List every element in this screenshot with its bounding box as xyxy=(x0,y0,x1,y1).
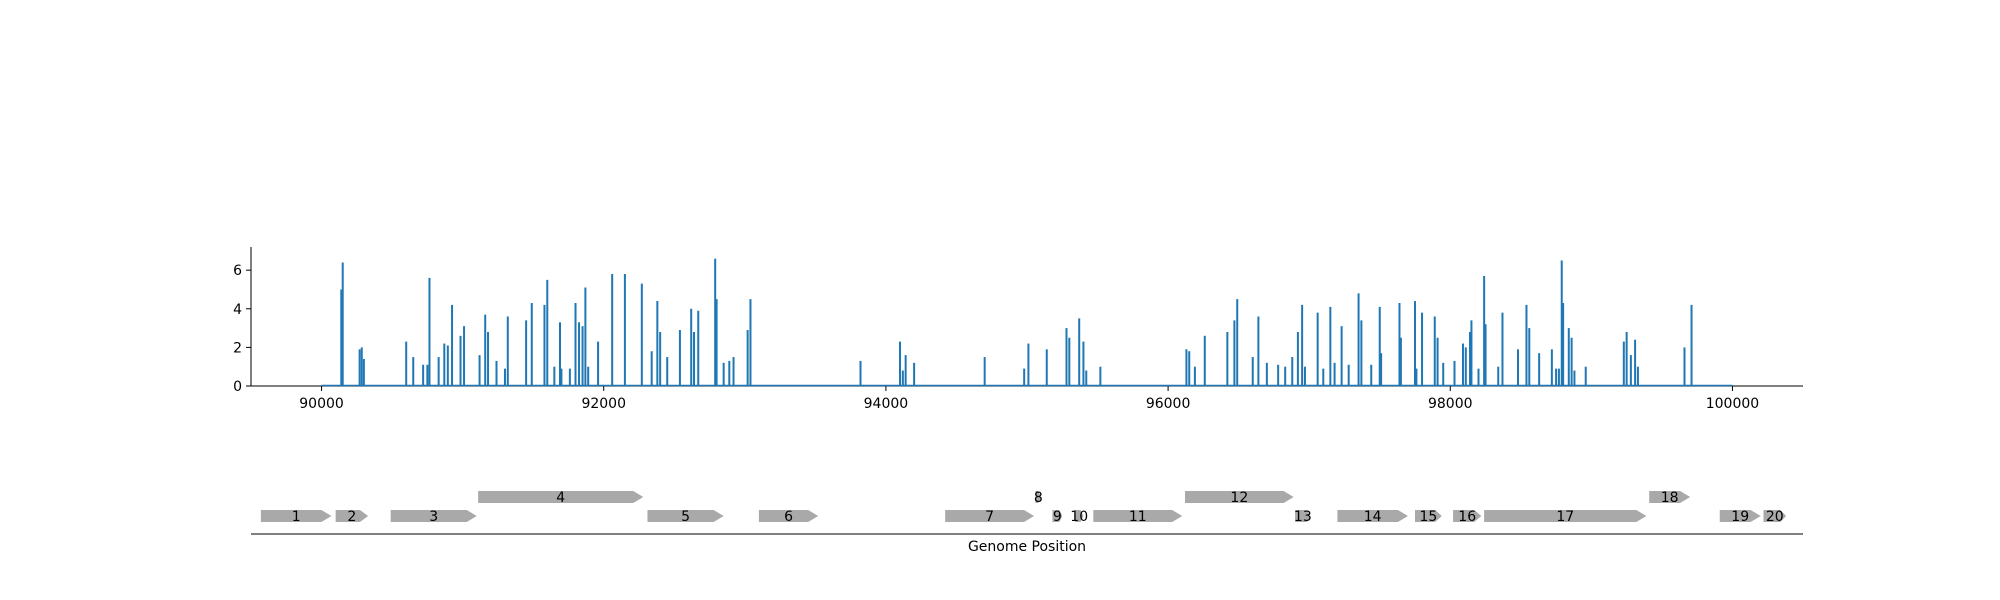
gene-label-20: 20 xyxy=(1766,509,1784,525)
y-tick-label: 0 xyxy=(233,379,242,395)
gene-label-3: 3 xyxy=(429,509,438,525)
gene-arrow-8 xyxy=(1035,491,1042,503)
y-axis-ticks: 0 2 4 6 xyxy=(233,263,251,395)
gene-label-4: 4 xyxy=(556,490,565,506)
x-tick-label: 92000 xyxy=(581,396,626,412)
coverage-plot: 0 2 4 6 90000 92000 94000 96000 98000 100000 xyxy=(233,247,1803,412)
gene-arrow-1 xyxy=(260,510,332,522)
gene-arrow-5 xyxy=(647,510,724,522)
gene-arrow-17 xyxy=(1484,510,1647,522)
gene-axis-title: Genome Position xyxy=(968,539,1086,555)
gene-arrow-15 xyxy=(1415,510,1442,522)
gene-arrow-18 xyxy=(1649,491,1691,503)
gene-label-14: 14 xyxy=(1364,509,1382,525)
gene-arrow-2 xyxy=(335,510,369,522)
gene-arrow-19 xyxy=(1719,510,1761,522)
gene-arrow-7 xyxy=(945,510,1035,522)
x-tick-label: 96000 xyxy=(1146,396,1191,412)
x-tick-label: 98000 xyxy=(1428,396,1473,412)
gene-arrow-9 xyxy=(1052,510,1063,522)
gene-arrow-6 xyxy=(758,510,819,522)
gene-label-2: 2 xyxy=(347,509,356,525)
gene-arrow-16 xyxy=(1453,510,1482,522)
gene-arrow-14 xyxy=(1337,510,1408,522)
y-tick-label: 2 xyxy=(233,340,242,356)
gene-label-11: 11 xyxy=(1129,509,1147,525)
gene-label-16: 16 xyxy=(1458,509,1476,525)
gene-label-12: 12 xyxy=(1230,490,1248,506)
gene-arrow-4 xyxy=(478,491,644,503)
gene-label-10: 10 xyxy=(1070,509,1088,525)
y-tick-label: 6 xyxy=(233,263,242,279)
x-tick-label: 100000 xyxy=(1706,396,1759,412)
y-tick-label: 4 xyxy=(233,302,242,318)
gene-arrow-3 xyxy=(390,510,477,522)
x-tick-label: 94000 xyxy=(864,396,909,412)
x-axis-ticks: 90000 92000 94000 96000 98000 100000 xyxy=(299,386,1759,412)
x-tick-label: 90000 xyxy=(299,396,344,412)
gene-arrow-11 xyxy=(1093,510,1183,522)
gene-label-1: 1 xyxy=(292,509,301,525)
gene-arrow-20 xyxy=(1763,510,1787,522)
gene-label-5: 5 xyxy=(681,509,690,525)
gene-label-8: 8 xyxy=(1034,490,1043,506)
gene-arrow-12 xyxy=(1185,491,1294,503)
gene-label-9: 9 xyxy=(1053,509,1062,525)
gene-label-15: 15 xyxy=(1419,509,1437,525)
gene-label-19: 19 xyxy=(1731,509,1749,525)
gene-label-7: 7 xyxy=(985,509,994,525)
gene-label-13: 13 xyxy=(1294,509,1312,525)
gene-label-17: 17 xyxy=(1556,509,1574,525)
gene-arrow-13 xyxy=(1295,510,1311,522)
gene-label-18: 18 xyxy=(1661,490,1679,506)
coverage-series xyxy=(321,258,1733,387)
gene-label-6: 6 xyxy=(784,509,793,525)
gene-arrow-10 xyxy=(1074,510,1084,522)
